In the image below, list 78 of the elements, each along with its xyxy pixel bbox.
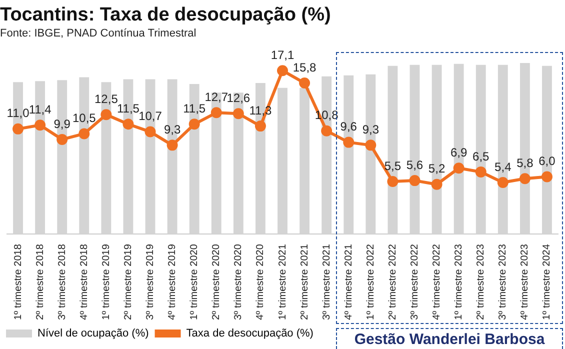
x-tick-label: 4º trimestre 2018 xyxy=(78,244,90,320)
x-tick-label: 4º trimestre 2020 xyxy=(255,244,266,320)
x-tick-label: 3º trimestre 2022 xyxy=(409,244,420,320)
data-label: 5,5 xyxy=(384,158,402,173)
point xyxy=(277,65,288,76)
x-tick-label: 3º trimestre 2023 xyxy=(498,244,509,320)
data-label: 10,7 xyxy=(138,109,162,124)
data-label: 11,5 xyxy=(183,101,206,116)
x-tick-label: 2º trimestre 2023 xyxy=(476,244,487,320)
x-tick-label: 1º trimestre 2022 xyxy=(365,244,376,320)
point xyxy=(343,136,354,148)
x-tick-label: 4º trimestre 2019 xyxy=(167,244,178,320)
point xyxy=(387,176,398,188)
x-tick-label: 4º trimestre 2022 xyxy=(432,244,443,320)
data-label: 5,4 xyxy=(494,160,512,174)
x-tick-label: 1º trimestre 2023 xyxy=(454,244,465,320)
x-tick-label: 1º trimestre 2018 xyxy=(12,244,24,320)
point xyxy=(34,120,46,131)
point xyxy=(321,125,332,136)
x-tick-label: 4º trimestre 2023 xyxy=(520,244,531,320)
x-tick-label: 2º trimestre 2020 xyxy=(211,244,222,320)
point xyxy=(12,123,24,134)
x-tick-label: 2º trimestre 2022 xyxy=(387,244,398,320)
data-label: 6,5 xyxy=(472,149,490,164)
x-tick-label: 2º trimestre 2019 xyxy=(122,244,134,320)
point xyxy=(431,178,442,190)
data-label: 12,7 xyxy=(204,90,228,104)
point xyxy=(365,140,376,151)
data-label: 17,1 xyxy=(270,48,294,62)
point xyxy=(519,173,530,184)
point xyxy=(409,175,420,186)
legend-label: Taxa de desocupação (%) xyxy=(186,328,314,340)
x-tick-label: 3º trimestre 2020 xyxy=(233,244,244,320)
x-tick-label: 3º trimestre 2019 xyxy=(145,244,156,320)
point xyxy=(122,118,134,130)
data-label: 12,5 xyxy=(94,92,118,106)
data-label: 5,2 xyxy=(428,162,446,176)
data-label: 11,0 xyxy=(6,106,30,120)
x-tick-label: 2º trimestre 2018 xyxy=(34,244,46,320)
data-label: 5,8 xyxy=(516,156,534,170)
x-tick-label: 4º trimestre 2021 xyxy=(343,244,354,320)
x-tick-label: 2º trimestre 2021 xyxy=(299,244,310,320)
data-label: 6,9 xyxy=(450,145,468,160)
point xyxy=(56,134,68,145)
point xyxy=(144,126,156,138)
point xyxy=(299,78,310,89)
data-label: 11,4 xyxy=(28,102,52,116)
data-label: 9,6 xyxy=(340,120,358,134)
x-tick-label: 3º trimestre 2018 xyxy=(56,244,68,320)
x-tick-label: 1º trimestre 2021 xyxy=(277,244,288,320)
data-label: 10,5 xyxy=(72,111,96,126)
point xyxy=(188,118,200,130)
point xyxy=(497,176,508,188)
x-tick-label: 1º trimestre 2019 xyxy=(100,244,112,320)
data-label: 11,5 xyxy=(116,101,140,116)
data-label: 9,3 xyxy=(362,122,380,136)
data-label: 9,3 xyxy=(164,122,181,136)
data-label: 15,8 xyxy=(292,60,317,74)
data-label: 9,9 xyxy=(54,116,71,131)
point xyxy=(210,107,222,118)
chart-title: Tocantins: Taxa de desocupação (%) xyxy=(0,4,331,26)
legend-label: Nível de ocupação (%) xyxy=(38,328,149,340)
text: Gestão Wanderlei Barbosa xyxy=(336,328,563,349)
data-label: 6,0 xyxy=(538,154,556,168)
point xyxy=(232,108,244,120)
point xyxy=(475,166,486,178)
point xyxy=(453,162,464,174)
point xyxy=(166,140,178,151)
x-tick-label: 1º trimestre 2020 xyxy=(189,244,200,320)
x-tick-label: 1º trimestre 2024 xyxy=(542,244,553,320)
point xyxy=(254,120,266,132)
data-label: 5,6 xyxy=(406,158,424,172)
point xyxy=(100,109,112,120)
data-label: 12,6 xyxy=(226,90,250,105)
chart-subtitle: Fonte: IBGE, PNAD Contínua Trimestral xyxy=(0,27,196,40)
point xyxy=(541,171,552,182)
point xyxy=(78,128,90,140)
x-tick-label: 3º trimestre 2021 xyxy=(321,244,332,320)
